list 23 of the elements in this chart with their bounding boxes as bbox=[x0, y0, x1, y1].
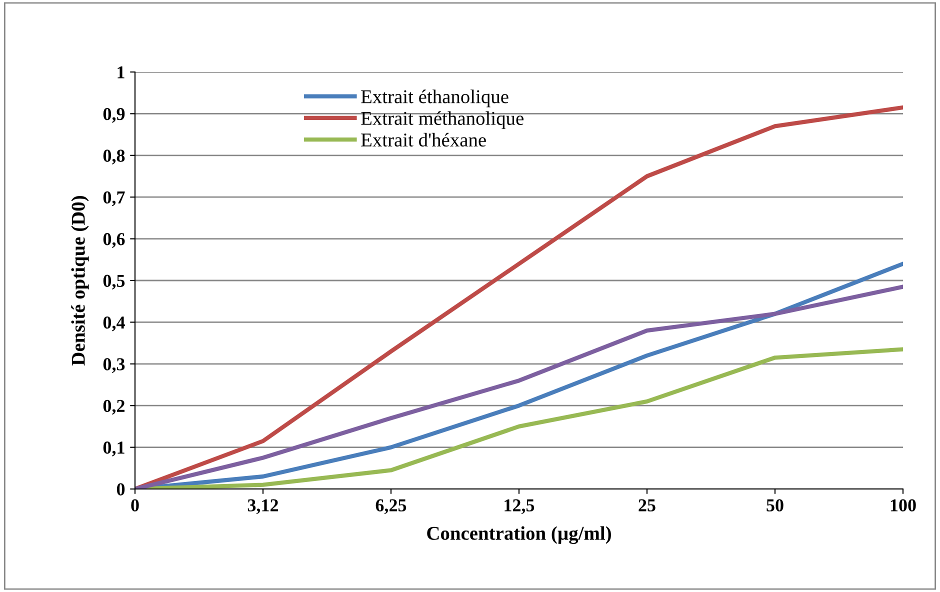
y-tick-label: 0,1 bbox=[103, 442, 124, 456]
y-tick-label: 0,5 bbox=[103, 274, 125, 290]
y-tick-label: 0,3 bbox=[103, 358, 125, 373]
x-tick-label: 50 bbox=[766, 499, 784, 512]
legend-label: Extrait d'héxane bbox=[361, 132, 486, 147]
x-tick-label: 12,5 bbox=[504, 499, 534, 514]
y-tick-label: 0,8 bbox=[103, 150, 125, 164]
y-tick-label: 1 bbox=[118, 66, 124, 78]
y-axis-title: Densité optique (D0) bbox=[71, 196, 89, 366]
y-tick-label: 0 bbox=[116, 483, 125, 496]
y-tick-label: 0,9 bbox=[103, 108, 125, 123]
y-tick-label: 0,7 bbox=[103, 191, 125, 206]
y-tick-label: 0,6 bbox=[103, 233, 125, 248]
y-tick-label: 0,2 bbox=[103, 400, 124, 415]
x-tick-label: 25 bbox=[638, 499, 656, 512]
y-tick-label: 0,4 bbox=[103, 316, 125, 332]
x-axis-title: Concentration (µg/ml) bbox=[427, 526, 611, 544]
legend-label: Extrait éthanolique bbox=[361, 90, 508, 108]
legend-label: Extrait méthanolique bbox=[361, 111, 524, 129]
x-tick-label: 6,25 bbox=[376, 499, 406, 514]
x-tick-label: 0 bbox=[131, 499, 139, 512]
x-tick-label: 3,12 bbox=[248, 499, 278, 514]
x-tick-label: 100 bbox=[890, 499, 916, 512]
